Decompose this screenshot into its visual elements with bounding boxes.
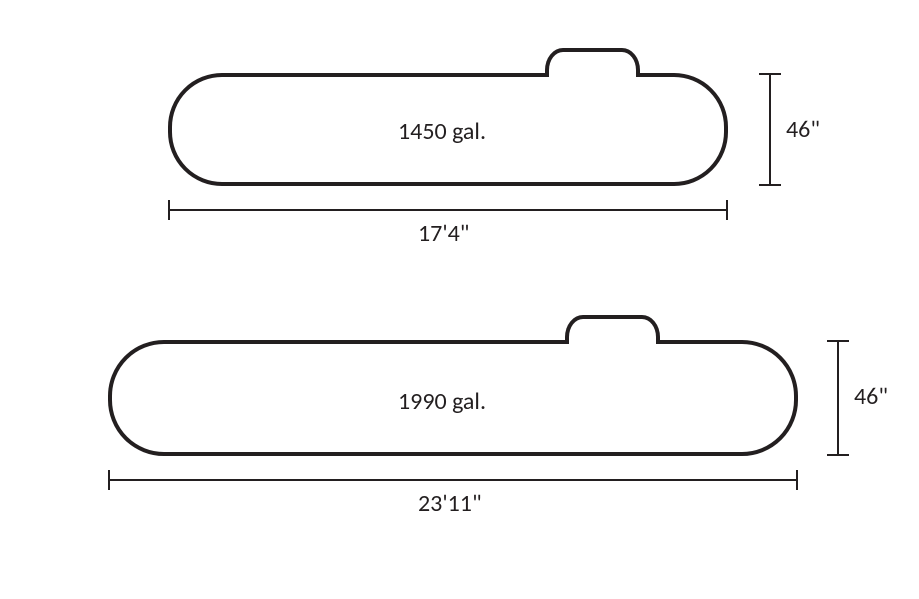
tank-1990-capacity-label: 1990 gal. (398, 390, 486, 414)
tank-1450-vdim-line (769, 73, 771, 186)
tank-1450-height-label: 46" (786, 118, 820, 142)
diagram-stage: 1450 gal. 17'4" 46" 1990 gal. 23'11" 46" (0, 0, 919, 599)
tank-1990-hdim-cap-right (796, 470, 798, 490)
tank-1990-vdim-cap-bottom (827, 454, 849, 456)
tank-1450-length-label: 17'4" (418, 222, 469, 246)
tank-1990-length-label: 23'11" (418, 492, 482, 516)
tank-1450-hdim-line (168, 209, 728, 211)
tank-1450-bump-mask (549, 73, 636, 79)
tank-1450-vdim-cap-bottom (759, 184, 781, 186)
tank-1990-hdim-line (108, 479, 798, 481)
tank-1450-capacity-label: 1450 gal. (398, 120, 486, 144)
tank-1450-hdim-cap-right (726, 200, 728, 220)
tank-1990-bump-mask (569, 340, 656, 346)
tank-1990-vdim-line (837, 340, 839, 456)
tank-1990-height-label: 46" (854, 385, 888, 409)
